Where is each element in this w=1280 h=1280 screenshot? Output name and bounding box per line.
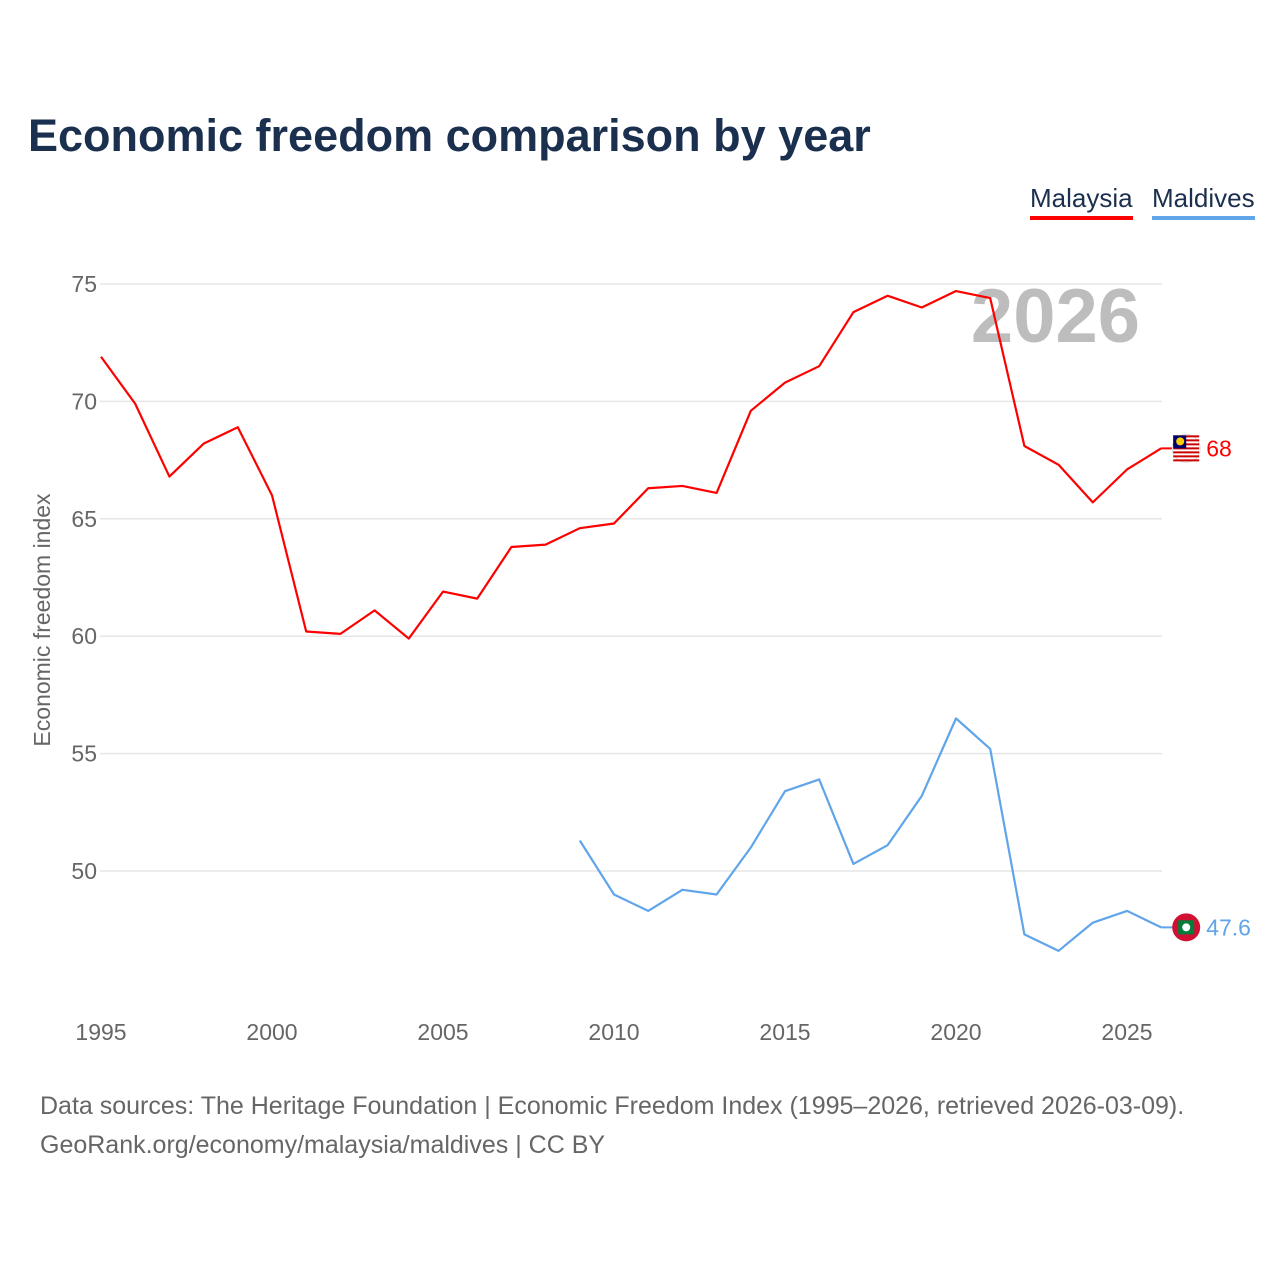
flag-stripe	[1173, 455, 1200, 458]
year-watermark: 2026	[971, 274, 1140, 359]
y-tick-label: 65	[71, 506, 97, 532]
y-tick-label: 75	[71, 271, 97, 297]
flag-crescent	[1182, 923, 1191, 932]
y-tick-label: 55	[71, 741, 97, 767]
legend-maldives[interactable]: Maldives	[1152, 183, 1255, 220]
end-value-label: 47.6	[1206, 914, 1251, 940]
x-tick-label: 2020	[930, 1019, 981, 1045]
x-tick-label: 2000	[246, 1019, 297, 1045]
x-tick-label: 1995	[75, 1019, 126, 1045]
series-line-malaysia	[100, 289, 1162, 640]
end-value-label: 68	[1206, 435, 1232, 461]
source-text: Data sources: The Heritage Foundation | …	[40, 1092, 1185, 1120]
legend-malaysia[interactable]: Malaysia	[1030, 183, 1133, 220]
x-tick-label: 2025	[1101, 1019, 1152, 1045]
y-tick-label: 70	[71, 388, 97, 414]
footer: Data sources: The Heritage Foundation | …	[40, 1087, 1184, 1165]
y-tick-label: 50	[71, 858, 97, 884]
chart-title: Economic freedom comparison by year	[28, 110, 871, 161]
y-axis-label: Economic freedom index	[29, 493, 55, 747]
flag-stripe	[1173, 451, 1200, 454]
series-line-maldives	[578, 717, 1162, 952]
y-tick-label: 60	[71, 623, 97, 649]
x-tick-label: 2010	[588, 1019, 639, 1045]
flag-crescent	[1176, 437, 1185, 446]
x-tick-label: 2005	[417, 1019, 468, 1045]
attribution-link[interactable]: GeoRank.org/economy/malaysia/maldives | …	[40, 1131, 606, 1159]
flag-stripe	[1173, 459, 1200, 462]
x-tick-label: 2015	[759, 1019, 810, 1045]
